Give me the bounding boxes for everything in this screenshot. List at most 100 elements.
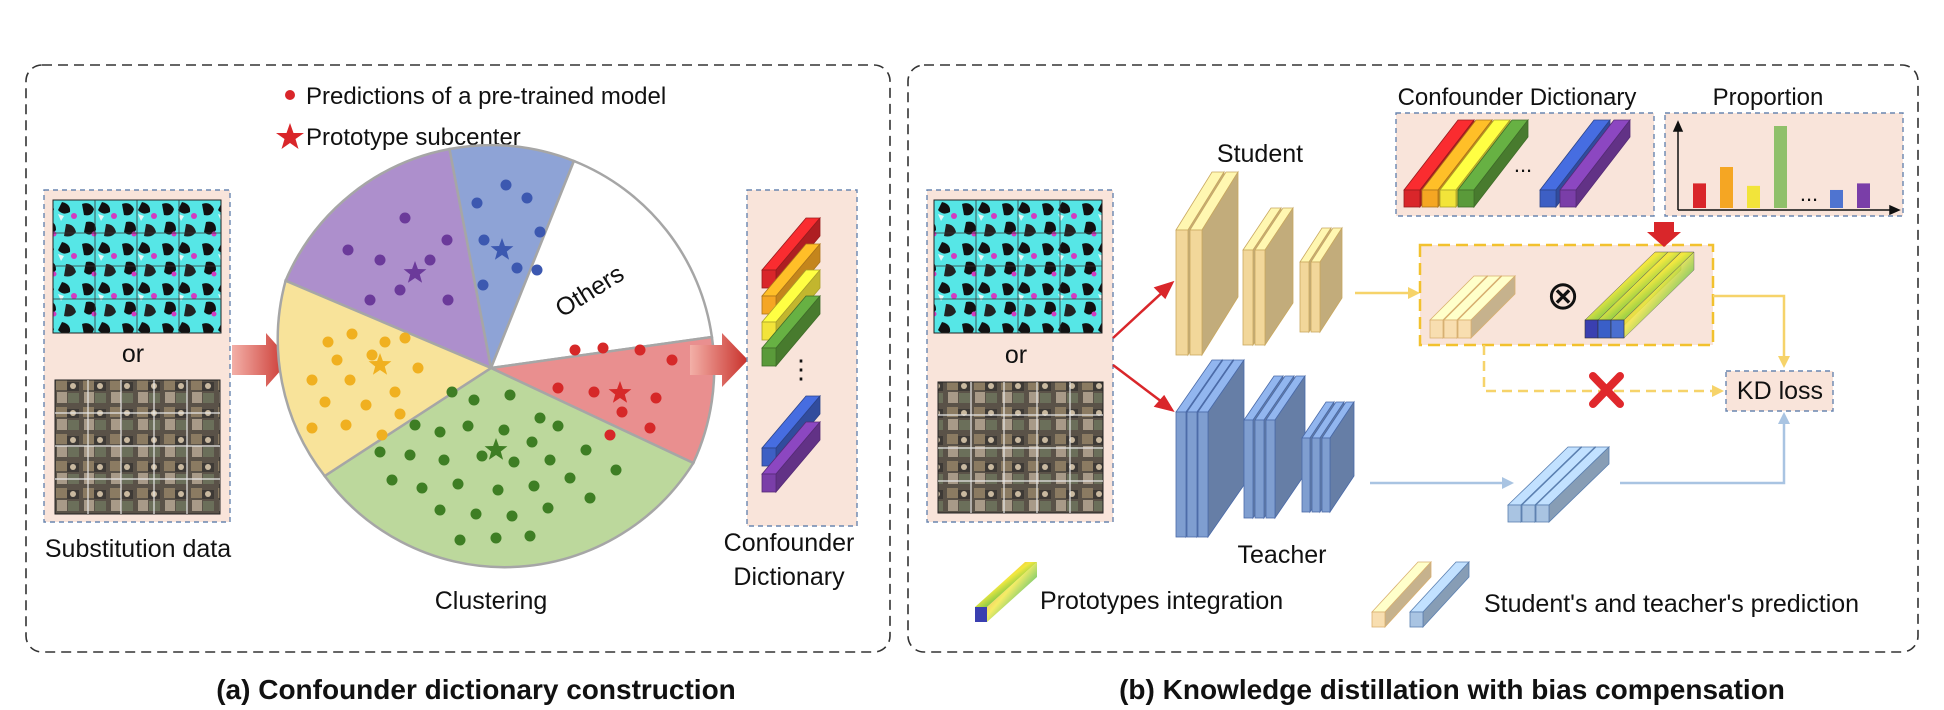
prediction-dot — [468, 394, 480, 406]
pie-prototype-stars — [368, 238, 632, 460]
prediction-dot — [644, 422, 656, 434]
prediction-dot — [552, 382, 564, 394]
prediction-dot — [506, 510, 518, 522]
otimes-symbol: ⊗ — [1546, 274, 1580, 318]
legend-star-icon — [276, 123, 304, 149]
prediction-dot — [366, 349, 378, 361]
prediction-dot — [412, 362, 424, 374]
prediction-dot — [462, 420, 474, 432]
prediction-dot — [306, 374, 318, 386]
student-label: Student — [1217, 140, 1303, 168]
pie-slice-yellow — [276, 278, 494, 478]
clustering-label: Clustering — [435, 587, 548, 615]
prediction-dot — [360, 399, 372, 411]
panel-a-frame — [25, 64, 891, 653]
prediction-dot — [597, 342, 609, 354]
prototype-star-icon — [484, 438, 508, 460]
student-layer — [1189, 170, 1239, 357]
prediction-dot — [319, 396, 331, 408]
prediction-dot — [424, 254, 436, 266]
prediction-dot — [331, 354, 343, 366]
prediction-dot — [604, 429, 616, 441]
dictionary-ellipsis: ⋮ — [788, 354, 814, 384]
dictionary-bars-b — [1403, 118, 1631, 209]
dict-b-bar-purple — [1559, 118, 1631, 209]
arrow-to-dictionary — [690, 333, 748, 387]
prediction-dot — [490, 532, 502, 544]
proportion-axes — [1672, 120, 1901, 216]
kd-loss-box — [1725, 370, 1834, 412]
direct-path-arrowhead — [1712, 385, 1724, 397]
prediction-dot — [524, 530, 536, 542]
teacher-pred-bar — [1535, 446, 1610, 523]
legend-prototypes-label: Prototypes integration — [1040, 587, 1283, 615]
caption-a: (a) Confounder dictionary construction — [216, 674, 736, 705]
student-output-arrowhead — [1408, 287, 1420, 299]
prediction-dot — [374, 446, 386, 458]
proportion-title: Proportion — [1713, 84, 1824, 111]
clustering-pie — [276, 143, 716, 569]
teacher-network — [1175, 358, 1355, 539]
natural-image-grid — [54, 379, 221, 515]
prediction-dot — [616, 406, 628, 418]
legend-teacher-bar — [1409, 560, 1470, 629]
photo-grid-lines — [55, 380, 220, 514]
prediction-dot — [409, 419, 421, 431]
prediction-dot — [452, 478, 464, 490]
proportion-bar — [1720, 167, 1733, 208]
legend-rainbow-top — [975, 562, 1037, 607]
prediction-dot — [454, 534, 466, 546]
dictionary-down-arrow — [1647, 222, 1681, 247]
prediction-dot — [610, 464, 622, 476]
prediction-dot — [531, 264, 543, 276]
compensated-to-kd-arrowhead — [1778, 356, 1790, 368]
legend-dot-icon — [285, 90, 295, 100]
teacher-prediction-bars — [1507, 446, 1610, 523]
pie-slice-red — [486, 335, 716, 465]
prediction-dot — [404, 449, 416, 461]
prediction-dot — [584, 492, 596, 504]
prototype-star-icon — [490, 238, 514, 260]
prediction-dot — [442, 294, 454, 306]
prediction-dot — [528, 480, 540, 492]
prediction-dot — [500, 179, 512, 191]
substitution-data-label: Substitution data — [45, 535, 231, 563]
prototype-star-icon — [608, 381, 632, 403]
proportion-bar — [1693, 183, 1706, 208]
noise-grid-lines — [53, 200, 221, 333]
teacher-layer — [1265, 374, 1306, 520]
or-label-a: or — [122, 340, 144, 368]
student-layer — [1254, 206, 1294, 347]
photo-grid-lines-b — [938, 382, 1103, 513]
prediction-dot — [534, 412, 546, 424]
prediction-dot — [470, 508, 482, 520]
caption-b: (b) Knowledge distillation with bias com… — [1119, 674, 1785, 705]
prediction-dot — [544, 454, 556, 466]
prediction-dot — [379, 336, 391, 348]
prediction-dot — [569, 344, 581, 356]
rainbow-bar — [1610, 251, 1695, 339]
prediction-dot — [306, 422, 318, 434]
proportion-bar — [1857, 183, 1870, 208]
prediction-dot — [416, 482, 428, 494]
prediction-dot — [534, 226, 546, 238]
prediction-dot — [650, 392, 662, 404]
student-pred-bar — [1457, 275, 1516, 339]
prediction-dot — [564, 472, 576, 484]
prediction-dot — [399, 332, 411, 344]
prototype-star-icon — [403, 261, 427, 283]
pie-slice-others — [489, 159, 714, 370]
teacher-layer — [1321, 400, 1355, 514]
prediction-dot — [478, 234, 490, 246]
prediction-dot — [634, 344, 646, 356]
prediction-dot — [498, 424, 510, 436]
pie-slice-purple — [283, 147, 493, 371]
prediction-dot — [542, 502, 554, 514]
dict-bar-purple — [761, 420, 821, 494]
prediction-dot — [438, 454, 450, 466]
student-layer — [1310, 226, 1343, 334]
prediction-dot — [666, 354, 678, 366]
teacher-label: Teacher — [1238, 541, 1327, 569]
student-prediction-bars — [1429, 275, 1516, 339]
